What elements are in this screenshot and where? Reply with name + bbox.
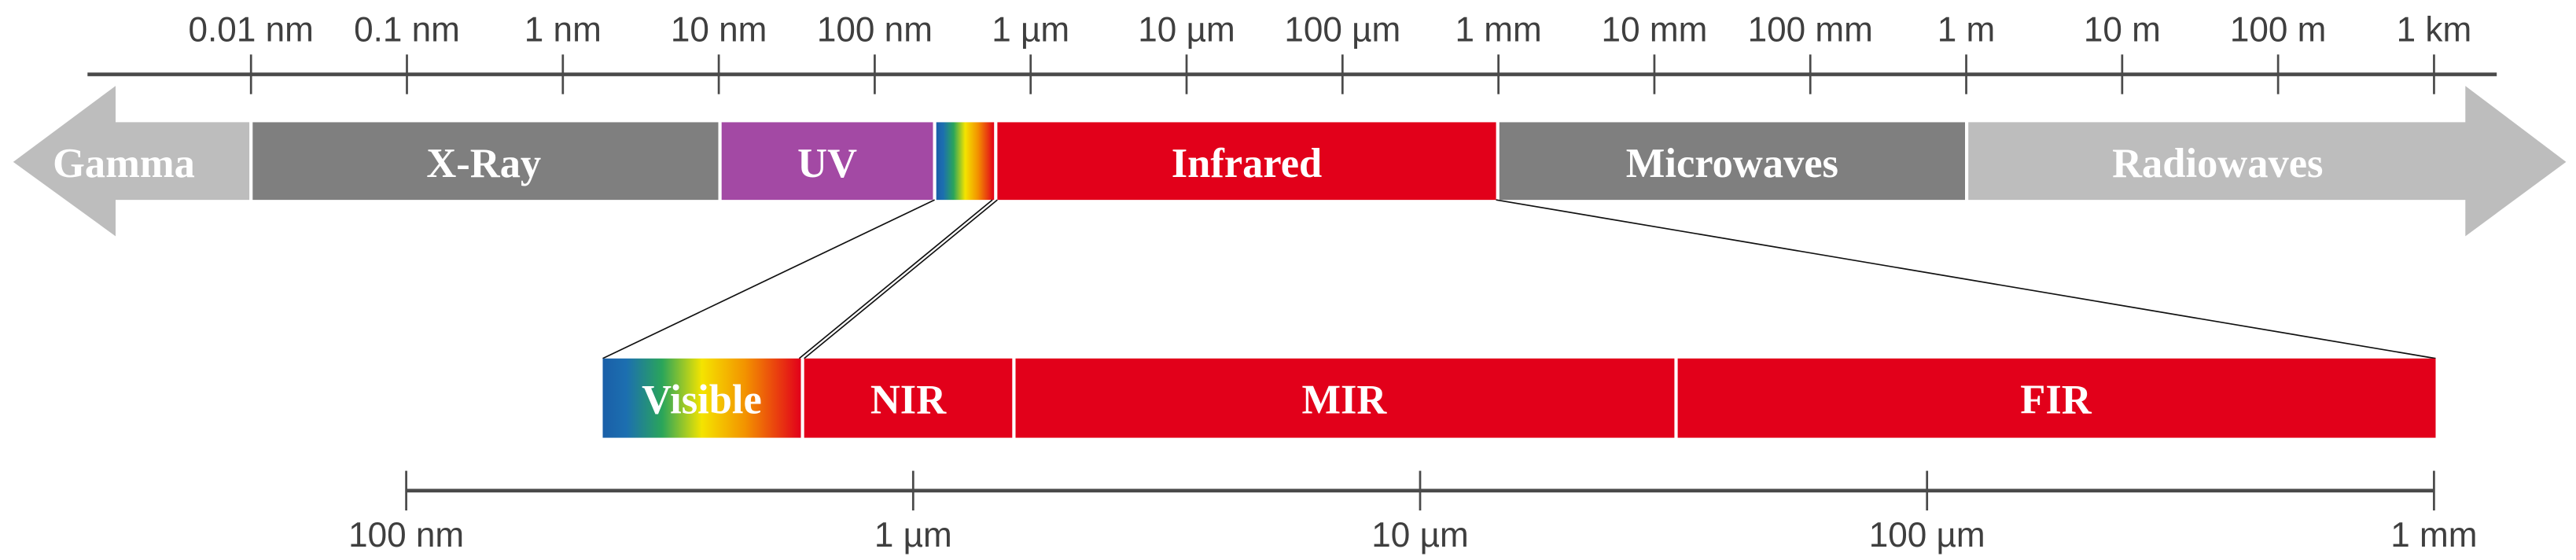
visible-detail-segment — [602, 358, 801, 438]
top-wavelength-scale: 0.01 nm 0.1 nm 1 nm 10 nm 100 nm 1 µm 10 µm 100… — [87, 11, 2497, 94]
top-scale-tick-label: 10 m — [2084, 11, 2161, 50]
detail-band: Visible NIR MIR FIR — [602, 358, 2436, 438]
visible-segment — [936, 122, 995, 201]
microwaves-label: Microwaves — [1626, 141, 1838, 186]
radiowaves-arrow — [1968, 86, 2567, 237]
infrared-label: Infrared — [1172, 141, 1323, 186]
microwaves-segment — [1499, 122, 1965, 201]
connector-infrared-left — [804, 199, 998, 359]
bottom-wavelength-scale: 100 nm 1 µm 10 µm 100 µm 1 mm — [348, 470, 2478, 554]
nir-label: NIR — [870, 377, 947, 422]
bottom-scale-tick-label: 100 µm — [1869, 516, 1985, 554]
top-scale-tick-label: 100 µm — [1284, 11, 1400, 50]
top-scale-tick-label: 100 m — [2230, 11, 2327, 50]
top-scale-tick-label: 1 km — [2397, 11, 2472, 50]
bottom-scale-tick-label: 1 µm — [874, 516, 952, 554]
top-scale-tick-label: 1 mm — [1455, 11, 1542, 50]
top-scale-tick-label: 1 m — [1938, 11, 1996, 50]
connector-visible-left — [602, 199, 935, 359]
bottom-scale-tick-label: 100 nm — [348, 516, 464, 554]
top-scale-tick-label: 1 µm — [992, 11, 1069, 50]
infrared-segment — [997, 122, 1496, 201]
top-scale-tick-label: 100 nm — [817, 11, 933, 50]
gamma-label: Gamma — [53, 141, 195, 186]
xray-label: X-Ray — [426, 141, 541, 186]
connector-visible-right — [798, 199, 993, 359]
bottom-scale-tick-label: 10 µm — [1371, 516, 1468, 554]
top-scale-tick-label: 100 mm — [1748, 11, 1873, 50]
uv-segment — [721, 122, 933, 201]
visible-label: Visible — [642, 377, 762, 422]
fir-segment — [1677, 358, 2436, 438]
gamma-arrow — [13, 86, 250, 237]
uv-label: UV — [797, 141, 857, 186]
top-scale-tick-label: 1 nm — [524, 11, 602, 50]
zoom-connector-lines — [602, 199, 2436, 359]
mir-segment — [1015, 358, 1675, 438]
bottom-scale-tick-label: 1 mm — [2390, 516, 2477, 554]
mir-label: MIR — [1301, 377, 1387, 422]
fir-label: FIR — [2020, 377, 2092, 422]
top-scale-tick-label: 0.01 nm — [189, 11, 314, 50]
nir-segment — [804, 358, 1013, 438]
connector-infrared-right — [1496, 199, 2436, 359]
top-scale-tick-label: 0.1 nm — [354, 11, 460, 50]
radiowaves-label: Radiowaves — [2112, 141, 2323, 186]
top-scale-tick-label: 10 mm — [1602, 11, 1708, 50]
top-scale-tick-label: 10 µm — [1138, 11, 1235, 50]
xray-segment — [252, 122, 719, 201]
top-scale-tick-label: 10 nm — [671, 11, 767, 50]
main-spectrum-band: Gamma X-Ray UV Infrared Microwaves Radio… — [13, 86, 2567, 237]
